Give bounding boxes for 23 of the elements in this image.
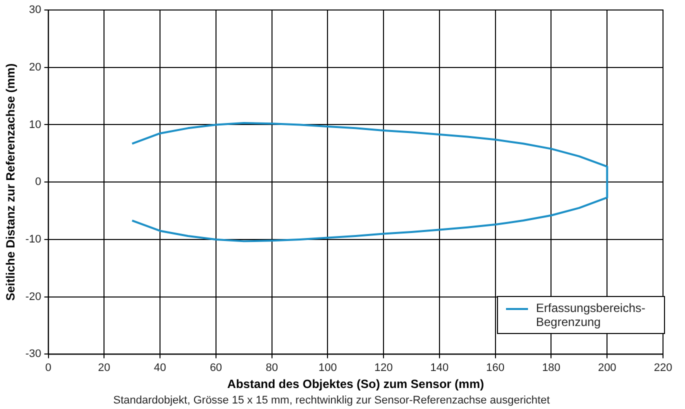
- y-tick-label: 20: [29, 61, 42, 74]
- x-tick-label: 80: [266, 362, 278, 374]
- x-tick-label: 200: [598, 362, 616, 374]
- x-tick-label: 220: [654, 362, 672, 374]
- y-tick-label: 10: [29, 118, 42, 131]
- y-tick-label: 0: [35, 176, 42, 188]
- x-axis-title: Abstand des Objektes (So) zum Sensor (mm): [227, 376, 484, 391]
- y-tick-label: -30: [25, 348, 42, 360]
- x-tick-label: 180: [542, 362, 560, 374]
- x-tick-label: 140: [430, 362, 449, 374]
- y-axis-title: Seitliche Distanz zur Referenzachse (mm): [4, 63, 18, 301]
- y-tick-label: 30: [29, 4, 42, 16]
- x-tick-label: 40: [154, 362, 166, 374]
- text: Standardobjekt, Grösse 15 x 15 mm, rechtwinklig zur Sensor-Referenzachse ausgerichtet: [113, 394, 550, 406]
- x-tick-label: 60: [210, 362, 222, 374]
- x-tick-label: 120: [374, 362, 393, 374]
- legend-label: Erfassungsbereichs-Begrenzung: [536, 301, 646, 330]
- x-tick-label: 0: [45, 362, 52, 374]
- y-tick-label: -20: [25, 290, 42, 303]
- x-tick-label: 100: [318, 362, 337, 374]
- y-tick-label: -10: [25, 234, 42, 246]
- x-tick-label: 160: [486, 362, 505, 374]
- x-tick-label: 20: [98, 362, 110, 374]
